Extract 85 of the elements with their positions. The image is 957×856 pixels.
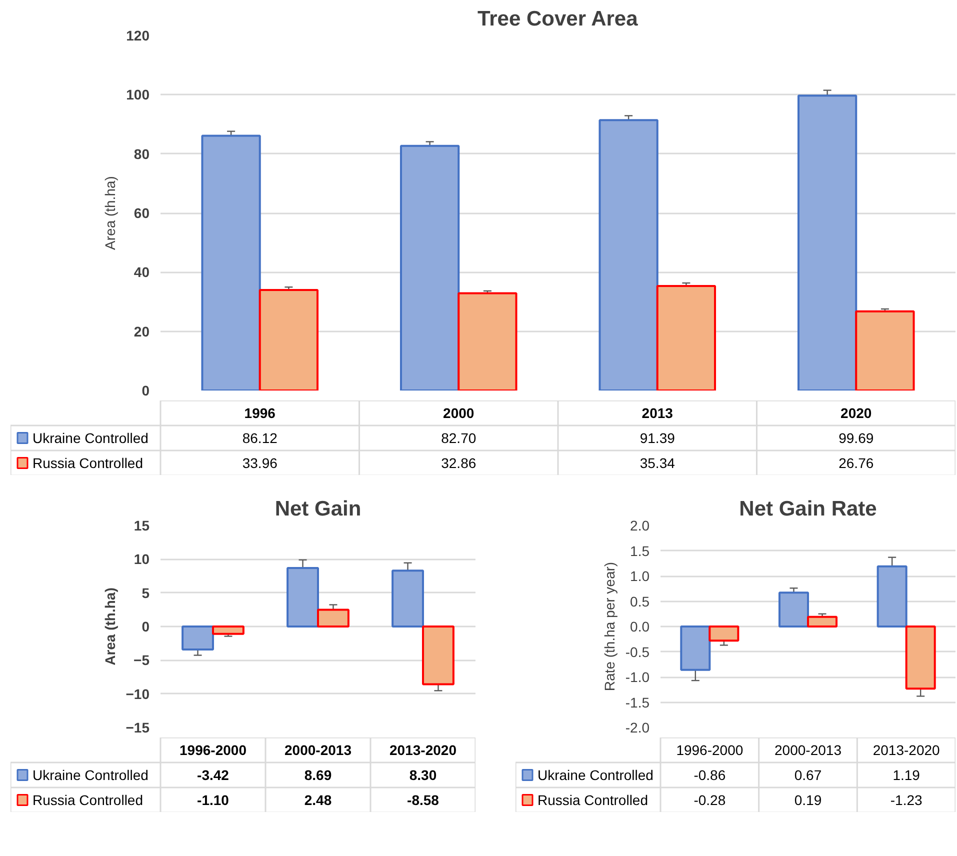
data-label: 0.19 bbox=[794, 792, 822, 808]
data-label: -1.23 bbox=[890, 792, 922, 808]
bar bbox=[286, 566, 319, 628]
y-tick-label: -1.5 bbox=[625, 694, 650, 710]
chart-title: Net Gain bbox=[274, 498, 362, 520]
y-tick-label: −10 bbox=[126, 686, 150, 702]
data-label: 8.69 bbox=[304, 767, 332, 783]
x-tick-label: 1996 bbox=[244, 405, 276, 421]
legend-label: Russia Controlled bbox=[538, 792, 648, 808]
bar bbox=[708, 626, 740, 642]
chart-title: Net Gain Rate bbox=[739, 498, 877, 520]
y-tick-label: 60 bbox=[134, 205, 150, 221]
y-tick-label: 80 bbox=[134, 146, 150, 162]
x-tick-label: 2000-2013 bbox=[284, 742, 352, 758]
y-tick-label: -0.5 bbox=[625, 644, 650, 660]
bar bbox=[797, 94, 858, 390]
data-label: 32.86 bbox=[441, 455, 476, 471]
bar bbox=[201, 134, 261, 390]
legend-label: Russia Controlled bbox=[32, 455, 143, 471]
y-axis-title: Area (th.ha) bbox=[102, 176, 118, 250]
x-tick-label: 2013 bbox=[642, 405, 674, 421]
data-label: 26.76 bbox=[838, 455, 874, 471]
bar bbox=[182, 626, 214, 651]
data-label: 35.34 bbox=[640, 455, 676, 471]
bar bbox=[778, 592, 809, 628]
data-label: 2.48 bbox=[304, 792, 332, 808]
legend-label: Ukraine Controlled bbox=[32, 430, 148, 446]
x-tick-label: 2013-2020 bbox=[872, 742, 940, 758]
bar bbox=[392, 570, 424, 628]
legend-label: Ukraine Controlled bbox=[32, 767, 148, 783]
data-label: -3.42 bbox=[197, 767, 230, 783]
x-tick-label: 2020 bbox=[840, 405, 872, 421]
y-tick-label: 2.0 bbox=[630, 518, 650, 534]
bar bbox=[258, 289, 319, 390]
y-axis-title: Area (th.ha) bbox=[102, 588, 118, 666]
data-label: 33.96 bbox=[242, 455, 278, 471]
y-tick-label: 120 bbox=[126, 28, 150, 44]
data-label: 0.67 bbox=[794, 767, 822, 783]
data-label: -8.58 bbox=[407, 792, 440, 808]
data-label: 1.19 bbox=[892, 767, 920, 783]
y-tick-label: −5 bbox=[134, 652, 150, 668]
y-tick-label: 20 bbox=[134, 323, 150, 340]
y-tick-label: 40 bbox=[134, 264, 150, 280]
y-tick-label: 15 bbox=[134, 518, 150, 534]
y-axis-title: Rate (th.ha per year) bbox=[601, 562, 618, 692]
data-label: 8.30 bbox=[409, 767, 437, 783]
x-tick-label: 2000-2013 bbox=[774, 742, 842, 758]
data-label: -0.86 bbox=[694, 767, 726, 783]
bar bbox=[905, 626, 936, 690]
y-tick-label: -1.0 bbox=[625, 669, 650, 685]
y-tick-label: 0.5 bbox=[630, 593, 650, 610]
y-tick-label: 0 bbox=[142, 382, 150, 398]
bar bbox=[876, 565, 908, 628]
x-tick-label: 1996-2000 bbox=[180, 742, 247, 758]
bar bbox=[656, 284, 716, 390]
bar bbox=[400, 144, 460, 390]
y-tick-label: 10 bbox=[134, 551, 150, 568]
bar bbox=[855, 310, 915, 390]
y-tick-label: 5 bbox=[142, 584, 150, 601]
x-tick-label: 2013-2020 bbox=[390, 742, 457, 758]
bar bbox=[807, 616, 838, 628]
y-tick-label: 100 bbox=[126, 86, 150, 103]
y-tick-label: 1.0 bbox=[630, 568, 650, 584]
y-tick-label: -2.0 bbox=[625, 720, 650, 736]
bar bbox=[458, 292, 518, 390]
data-label: -1.10 bbox=[197, 792, 230, 808]
data-label: 91.39 bbox=[640, 430, 676, 446]
bar bbox=[422, 626, 454, 686]
bar bbox=[212, 626, 244, 635]
chart-title: Tree Cover Area bbox=[477, 8, 638, 30]
x-tick-label: 1996-2000 bbox=[676, 742, 744, 758]
y-tick-label: 0 bbox=[142, 618, 150, 634]
y-tick-label: 1.5 bbox=[630, 542, 650, 559]
y-tick-label: −15 bbox=[126, 720, 150, 736]
x-tick-label: 2000 bbox=[443, 405, 474, 421]
data-label: 99.69 bbox=[838, 430, 874, 446]
data-label: 82.70 bbox=[441, 430, 476, 446]
data-label: -0.28 bbox=[694, 792, 726, 808]
bar bbox=[317, 608, 350, 628]
data-label: 86.12 bbox=[242, 430, 278, 446]
legend-label: Ukraine Controlled bbox=[538, 767, 654, 783]
legend-label: Russia Controlled bbox=[32, 792, 143, 808]
bar bbox=[680, 626, 711, 671]
bar bbox=[598, 119, 658, 390]
y-tick-label: 0.0 bbox=[630, 618, 650, 634]
